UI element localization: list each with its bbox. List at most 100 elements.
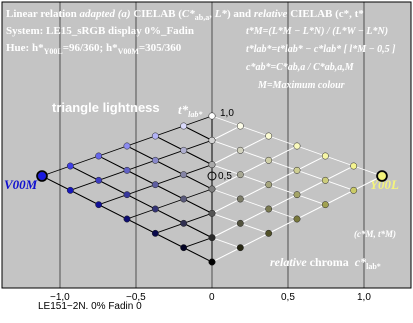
color-sample-dot	[151, 132, 159, 140]
color-sample-dot	[321, 201, 329, 209]
network-line	[240, 198, 269, 210]
network-line	[183, 115, 213, 127]
relative-chroma-label: relative chroma c*lab*	[270, 255, 381, 271]
network-line	[268, 159, 298, 171]
color-sample-dot	[265, 132, 273, 140]
color-sample-dot	[293, 142, 301, 150]
network-line	[240, 125, 269, 137]
network-line	[268, 208, 298, 220]
network-line	[126, 135, 156, 147]
color-sample-dot	[208, 258, 216, 266]
color-sample-dot	[265, 181, 273, 189]
network-line	[183, 212, 213, 224]
network-line	[70, 165, 213, 239]
network-line	[296, 145, 326, 157]
color-sample-dot	[151, 156, 159, 164]
color-sample-dot	[293, 215, 301, 223]
network-line	[268, 184, 298, 196]
color-sample-dot	[236, 122, 244, 130]
formula-block: t*M=(L*M − L*N) / (L*W − L*N) t*lab*=t*l…	[246, 26, 396, 91]
network-line	[296, 169, 326, 181]
color-sample-dot	[180, 122, 188, 130]
network-line	[240, 174, 269, 186]
network-line	[126, 159, 156, 171]
color-sample-dot	[180, 195, 188, 203]
formula-4: M=Maximum colour	[257, 80, 345, 91]
color-sample-dot	[123, 215, 131, 223]
color-sample-dot	[123, 166, 131, 174]
color-sample-dot	[66, 162, 74, 170]
color-sample-dot	[265, 229, 273, 237]
color-sample-dot	[208, 161, 216, 169]
color-sample-dot	[151, 205, 159, 213]
network-line	[126, 208, 156, 220]
cm-tm-label: (c*M, t*M)	[354, 229, 396, 239]
formula-3: c*ab*=C*ab,a / C*ab,a,M	[246, 62, 355, 73]
color-sample-dot	[95, 201, 103, 209]
x-tick-0: 0	[209, 292, 215, 303]
triangle-lightness-label: triangle lightness	[52, 100, 160, 115]
t-axis-label: t*lab*	[178, 102, 203, 119]
plot-background	[1, 1, 412, 289]
network-line	[155, 198, 184, 210]
formula-1: t*M=(L*M − L*N) / (L*W − L*N)	[246, 26, 388, 37]
header-line-1: Linear relation adapted (a) CIELAB (C*ab…	[6, 8, 364, 22]
color-sample-dot	[236, 171, 244, 179]
centre-marker	[207, 171, 217, 181]
y-tick-1: 1,0	[220, 108, 234, 119]
color-sample-dot	[95, 176, 103, 184]
color-sample-dot	[321, 152, 329, 160]
color-sample-dot	[208, 185, 216, 193]
network-line	[126, 184, 156, 196]
x-tick-labels: −1,0 −0,5 0 0,5 1,0	[50, 292, 371, 303]
network-line	[211, 188, 241, 200]
network-line	[211, 139, 241, 151]
network-line	[126, 145, 213, 190]
color-sample-dot	[180, 171, 188, 179]
color-sample-dot	[350, 162, 358, 170]
grid-lines	[59, 2, 365, 288]
network-line	[183, 139, 213, 151]
network-line	[211, 237, 241, 249]
network-line	[211, 115, 241, 127]
color-sample-dot	[377, 171, 387, 181]
color-sample-dot	[321, 176, 329, 184]
x-tick-neg05: −0,5	[126, 292, 146, 303]
formula-2: t*lab*=t*lab* − c*lab* [ l*M − 0,5 ]	[246, 44, 396, 55]
network-line	[240, 222, 269, 234]
network-line	[325, 179, 354, 191]
color-sample-dot	[236, 146, 244, 154]
color-sample-dot	[180, 244, 188, 252]
network-line	[70, 179, 99, 191]
endpoint-ring	[36, 170, 48, 182]
color-sample-dot	[123, 142, 131, 150]
network-line	[183, 188, 213, 200]
color-sample-dot	[180, 219, 188, 227]
network-line	[296, 194, 326, 206]
x-tick-neg1: −1,0	[50, 292, 70, 303]
network-line	[155, 174, 184, 186]
network-line	[70, 155, 99, 167]
color-sample-dot	[208, 136, 216, 144]
color-sample-dot	[208, 112, 216, 120]
color-sample-dot	[236, 219, 244, 227]
x-tick-05: 0,5	[281, 292, 295, 303]
network-line	[240, 149, 269, 161]
network-line	[183, 164, 213, 176]
network-line	[211, 165, 354, 239]
network-line	[268, 135, 298, 147]
network-line	[183, 237, 213, 249]
color-sample-dot	[123, 191, 131, 199]
header-line-3: Hue: h*Y00L=96/360; h*V00M=305/360	[6, 42, 182, 56]
network-line	[155, 125, 184, 137]
network-line	[325, 155, 354, 167]
v00m-label: V00M	[4, 177, 38, 192]
color-sample-dot	[66, 186, 74, 194]
color-sample-dot	[293, 191, 301, 199]
network-line	[183, 125, 213, 141]
color-sample-dot	[236, 195, 244, 203]
network-line	[98, 194, 128, 206]
endpoint-ring	[376, 170, 388, 182]
color-sample-dot	[208, 209, 216, 217]
